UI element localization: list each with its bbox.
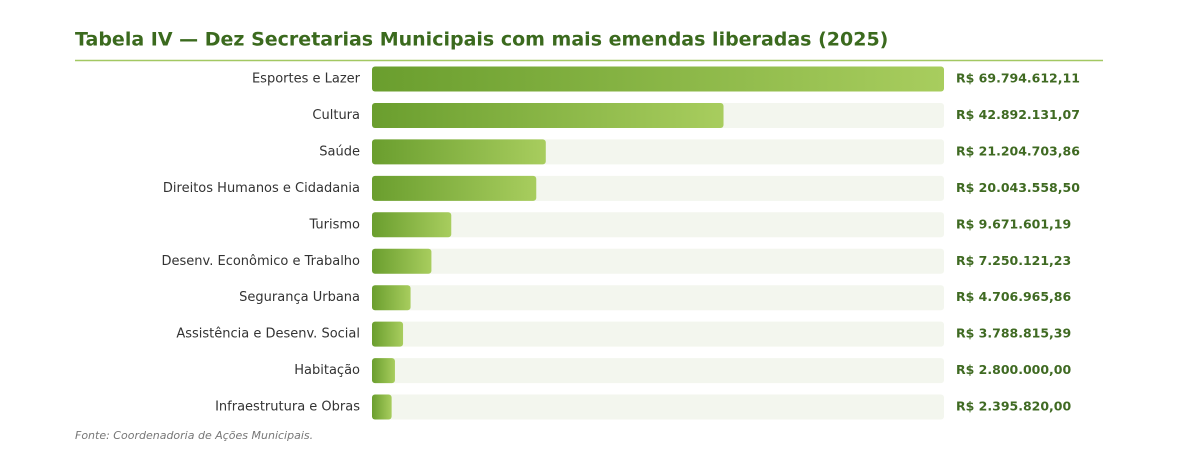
- bar-track: [372, 358, 944, 384]
- bar: [372, 248, 432, 274]
- value-label: R$ 42.892.131,07: [956, 107, 1080, 122]
- bar-track: [372, 248, 944, 274]
- category-label: Habitação: [294, 363, 360, 378]
- value-label: R$ 4.706.965,86: [956, 289, 1072, 304]
- bar: [372, 102, 724, 128]
- bar: [372, 175, 537, 201]
- bar: [372, 394, 392, 420]
- value-label: R$ 2.395.820,00: [956, 399, 1072, 414]
- bar: [372, 285, 411, 311]
- bar-track: [372, 321, 944, 347]
- value-label: R$ 21.204.703,86: [956, 143, 1080, 158]
- value-label: R$ 7.250.121,23: [956, 253, 1071, 268]
- value-label: R$ 3.788.815,39: [956, 326, 1071, 341]
- category-label: Direitos Humanos e Cidadania: [163, 181, 360, 196]
- value-label: R$ 20.043.558,50: [956, 180, 1080, 195]
- bar: [372, 212, 452, 238]
- category-label: Desenv. Econômico e Trabalho: [162, 254, 361, 269]
- category-label: Cultura: [312, 108, 360, 123]
- category-label: Saúde: [319, 144, 360, 159]
- bar-track: [372, 212, 944, 238]
- category-label: Segurança Urbana: [239, 290, 360, 305]
- bar: [372, 358, 395, 384]
- value-label: R$ 69.794.612,11: [956, 71, 1080, 86]
- value-label: R$ 2.800.000,00: [956, 362, 1072, 377]
- chart-title: Tabela IV — Dez Secretarias Municipais c…: [75, 29, 888, 51]
- bar-track: [372, 394, 944, 420]
- category-label: Esportes e Lazer: [252, 72, 361, 87]
- category-label: Infraestrutura e Obras: [215, 400, 360, 415]
- bar: [372, 321, 404, 347]
- bar: [372, 66, 944, 92]
- category-label: Turismo: [308, 217, 360, 232]
- bar: [372, 139, 546, 165]
- source-note: Fonte: Coordenadoria de Ações Municipais…: [75, 429, 313, 442]
- category-label: Assistência e Desenv. Social: [176, 327, 360, 342]
- bar-track: [372, 285, 944, 311]
- value-label: R$ 9.671.601,19: [956, 216, 1071, 231]
